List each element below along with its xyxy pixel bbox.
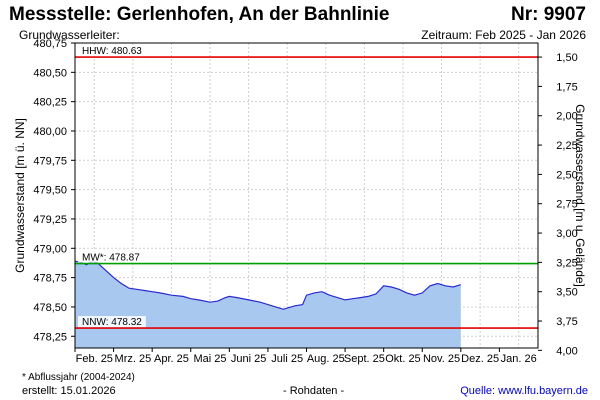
x-tick-label: Mai 25 — [194, 353, 227, 365]
reference-label: NNW: 478.32 — [82, 317, 142, 328]
x-tick-label: Mrz. 25 — [115, 353, 152, 365]
y-tick-label: 478,75 — [33, 273, 67, 285]
right-y-tick-label: 3,00 — [556, 228, 577, 240]
y-tick-label: 480,00 — [33, 126, 67, 138]
y-tick-label: 479,50 — [33, 185, 67, 197]
right-y-tick-label: 2,25 — [556, 140, 577, 152]
y-tick-label: 480,75 — [33, 38, 67, 50]
y-tick-label: 480,25 — [33, 97, 67, 109]
y-tick-label: 479,75 — [33, 155, 67, 167]
x-tick-label: Juni 25 — [231, 353, 266, 365]
reference-label-bg — [78, 45, 146, 57]
aquifer-label: Grundwasserleiter: — [19, 28, 120, 42]
reference-label: MW*: 478.87 — [82, 253, 140, 264]
right-y-tick-label: 3,75 — [556, 316, 577, 328]
y-axis-label-right: Grundwasserstand [m u. Gelände] — [573, 104, 587, 287]
x-tick-label: Juli 25 — [271, 353, 303, 365]
right-y-tick-label: 3,25 — [556, 257, 577, 269]
y-tick-label: 478,50 — [33, 302, 67, 314]
page-title: Messstelle: Gerlenhofen, An der Bahnlini… — [9, 4, 390, 25]
right-y-tick-label: 2,00 — [556, 111, 577, 123]
time-range: Zeitraum: Feb 2025 - Jan 2026 — [421, 28, 586, 42]
right-y-tick-label: 2,50 — [556, 169, 577, 181]
raw-data-note: - Rohdaten - — [283, 385, 345, 397]
right-y-tick-label: 3,50 — [556, 287, 577, 299]
reference-label-bg — [78, 316, 146, 328]
y-tick-label: 479,25 — [33, 214, 67, 226]
right-y-tick-label: 2,75 — [556, 199, 577, 211]
plot-frame — [74, 42, 539, 349]
created-date: erstellt: 15.01.2026 — [22, 385, 116, 397]
station-number: Nr: 9907 — [511, 4, 586, 25]
source-link[interactable]: Quelle: www.lfu.bayern.de — [460, 385, 588, 397]
footnote: * Abflussjahr (2004-2024) — [22, 372, 135, 383]
y-axis-label-left: Grundwasserstand [m ü. NN] — [13, 118, 27, 273]
right-y-tick-label: 1,75 — [556, 81, 577, 93]
x-tick-label: Aug. 25 — [307, 353, 345, 365]
x-tick-label: Okt. 25 — [385, 353, 420, 365]
x-tick-label: Sept. 25 — [344, 353, 385, 365]
x-tick-label: Feb. 25 — [76, 353, 113, 365]
right-y-tick-label: 4,00 — [556, 345, 577, 357]
reference-label: HHW: 480.63 — [82, 46, 142, 57]
series-line — [74, 260, 461, 310]
x-tick-label: Jan. 26 — [501, 353, 537, 365]
x-tick-label: Nov. 25 — [423, 353, 460, 365]
series-area — [75, 261, 461, 348]
right-y-tick-label: 1,50 — [556, 52, 577, 64]
x-tick-label: Dez. 25 — [461, 353, 499, 365]
y-tick-label: 479,00 — [33, 243, 67, 255]
y-tick-label: 478,25 — [33, 331, 67, 343]
x-tick-label: Apr. 25 — [154, 353, 189, 365]
y-tick-label: 480,50 — [33, 67, 67, 79]
reference-label-bg — [78, 251, 144, 263]
